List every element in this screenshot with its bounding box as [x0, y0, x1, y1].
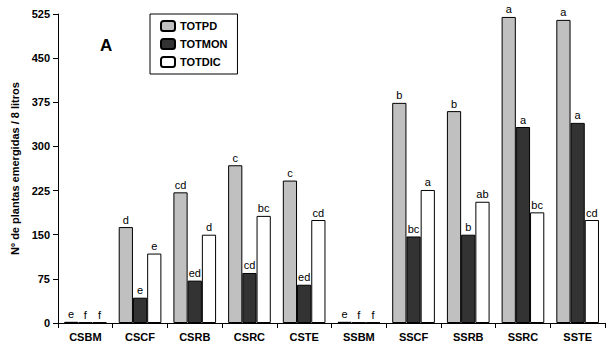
svg-text:b: b: [465, 221, 471, 233]
svg-text:b: b: [451, 98, 457, 110]
svg-text:c: c: [287, 167, 293, 179]
svg-text:cd: cd: [244, 259, 256, 271]
svg-text:TOTMON: TOTMON: [180, 38, 228, 50]
svg-text:A: A: [100, 36, 112, 55]
svg-text:ab: ab: [476, 188, 488, 200]
svg-text:cd: cd: [175, 179, 187, 191]
svg-text:375: 375: [32, 96, 50, 108]
svg-text:300: 300: [32, 140, 50, 152]
svg-text:75: 75: [38, 273, 50, 285]
svg-text:TOTPD: TOTPD: [180, 20, 217, 32]
svg-text:e: e: [342, 308, 348, 320]
svg-text:225: 225: [32, 185, 50, 197]
svg-text:a: a: [520, 114, 527, 126]
svg-text:cd: cd: [313, 207, 325, 219]
svg-text:e: e: [68, 308, 74, 320]
svg-text:525: 525: [32, 8, 50, 20]
svg-text:bc: bc: [258, 202, 270, 214]
svg-text:CSRC: CSRC: [234, 331, 265, 343]
svg-text:TOTDIC: TOTDIC: [180, 56, 221, 68]
svg-text:150: 150: [32, 229, 50, 241]
svg-text:SSCF: SSCF: [399, 331, 429, 343]
svg-text:d: d: [123, 214, 129, 226]
svg-text:a: a: [560, 6, 567, 18]
svg-text:cd: cd: [586, 207, 598, 219]
svg-text:CSBM: CSBM: [69, 331, 101, 343]
svg-text:Nº de plantas emergidas / 8 li: Nº de plantas emergidas / 8 litros: [9, 82, 21, 255]
svg-text:c: c: [232, 152, 238, 164]
svg-text:CSRB: CSRB: [179, 331, 210, 343]
svg-text:bc: bc: [531, 199, 543, 211]
svg-text:a: a: [575, 109, 582, 121]
svg-text:f: f: [357, 309, 361, 321]
svg-text:CSCF: CSCF: [125, 331, 155, 343]
svg-text:450: 450: [32, 52, 50, 64]
svg-text:a: a: [425, 176, 432, 188]
svg-text:ed: ed: [298, 271, 310, 283]
svg-text:0: 0: [44, 317, 50, 329]
svg-text:SSRC: SSRC: [508, 331, 539, 343]
svg-text:d: d: [206, 221, 212, 233]
svg-text:b: b: [396, 89, 402, 101]
svg-text:e: e: [137, 284, 143, 296]
svg-text:f: f: [372, 309, 376, 321]
svg-text:CSTE: CSTE: [289, 331, 318, 343]
svg-text:a: a: [506, 3, 513, 15]
svg-text:ed: ed: [189, 267, 201, 279]
svg-text:e: e: [151, 240, 157, 252]
svg-text:f: f: [98, 309, 102, 321]
svg-text:f: f: [84, 309, 88, 321]
svg-text:SSTE: SSTE: [563, 331, 592, 343]
svg-text:SSBM: SSBM: [343, 331, 375, 343]
svg-text:bc: bc: [408, 223, 420, 235]
svg-text:SSRB: SSRB: [453, 331, 484, 343]
